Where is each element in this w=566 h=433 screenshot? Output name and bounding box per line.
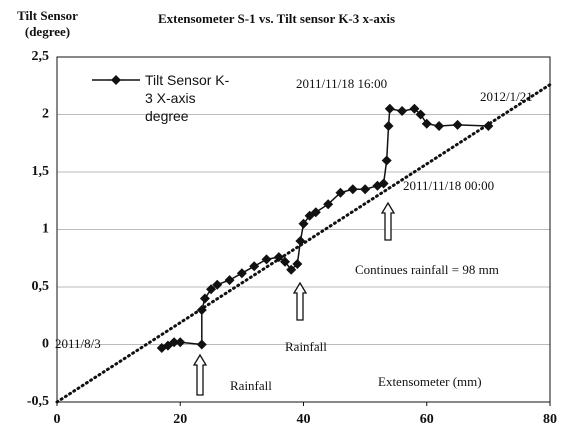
marker [415,109,426,120]
x-tick-label: 0 [54,412,61,427]
marker [421,118,432,129]
x-axis-label: Extensometer (mm) [378,374,482,389]
arrow [192,353,208,396]
y-tick-label: 0,5 [32,279,50,294]
marker [381,155,392,166]
marker [452,119,463,130]
annotation: Continues rainfall = 98 mm [355,262,499,277]
arrow [380,201,396,241]
legend-label-box: Tilt Sensor K-3 X-axis degree [145,72,230,124]
marker [378,178,389,189]
x-tick-label: 60 [420,412,434,427]
trend-line [55,83,552,404]
annotation: Rainfall [230,378,272,393]
annotation: 2012/1/21 [480,89,533,104]
marker [383,121,394,131]
marker [434,121,445,131]
arrow [292,281,308,321]
plot-frame [56,56,551,403]
y-tick-label: 0 [42,337,49,352]
marker [347,184,358,195]
x-tick-label: 80 [543,412,557,427]
y-axis-label-box: Tilt Sensor (degree) [17,8,78,39]
marker [199,293,210,304]
marker [292,259,303,269]
marker [323,199,334,210]
marker [409,103,420,114]
y-tick-label: -0,5 [27,394,49,409]
marker [196,339,207,350]
x-tick-label: 40 [297,412,311,427]
marker [224,275,235,286]
y-tick-label: 1 [42,222,49,237]
marker [384,103,395,114]
y-tick-label: 2,5 [32,49,50,64]
marker [212,279,223,290]
legend-label: Tilt Sensor K-3 X-axis degree [145,72,230,124]
marker [236,268,247,279]
y-tick-label: 1,5 [32,164,50,179]
marker [397,106,408,117]
marker [335,187,346,198]
y-tick-label: 2 [42,107,49,122]
chart-title: Extensometer S-1 vs. Tilt sensor K-3 x-a… [158,11,395,26]
marker [280,256,291,267]
y-axis-label: Tilt Sensor (degree) [17,8,78,39]
legend-marker [111,75,121,85]
annotation: 2011/8/3 [55,336,101,351]
annotation: 2011/11/18 16:00 [296,76,387,91]
marker [295,236,306,246]
marker [261,254,272,265]
annotation-box: Continues rainfall = 98 mm [355,262,499,277]
marker [175,337,186,348]
annotation: Rainfall [285,339,327,354]
marker [298,218,309,229]
marker [310,207,321,218]
marker [286,264,297,275]
marker [360,184,371,195]
marker [206,284,217,295]
annotation: 2011/11/18 00:00 [403,178,494,193]
marker [249,261,260,272]
marker [169,337,180,348]
x-tick-label: 20 [173,412,187,427]
